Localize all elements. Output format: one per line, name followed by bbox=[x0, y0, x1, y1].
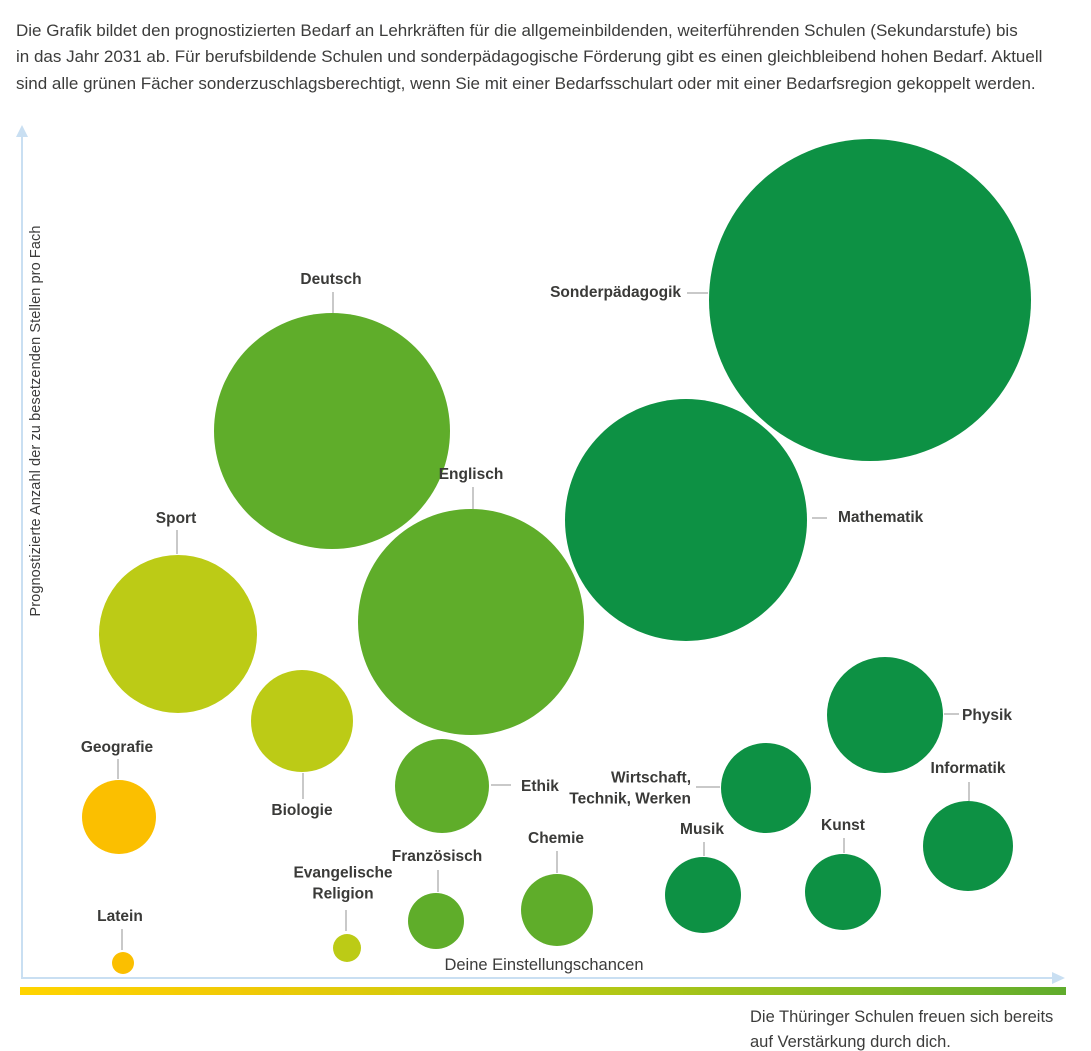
bubble-englisch bbox=[358, 509, 584, 735]
bubble-label-franzoesisch: Französisch bbox=[391, 847, 483, 865]
bubble-kunst bbox=[805, 854, 881, 930]
bubble-latein bbox=[112, 952, 134, 974]
bubble-sport bbox=[99, 555, 257, 713]
label-connector-englisch bbox=[472, 487, 474, 509]
x-axis-gradient-bar bbox=[20, 987, 1066, 995]
bubble-label-wirtschaft-technik-werken: Wirtschaft, Technik, Werken bbox=[569, 769, 691, 808]
bubble-label-musik: Musik bbox=[680, 820, 724, 838]
bubble-physik bbox=[827, 657, 943, 773]
bubble-label-informatik: Informatik bbox=[930, 759, 1006, 777]
label-connector-sport bbox=[176, 530, 178, 554]
bubble-label-biologie: Biologie bbox=[271, 801, 333, 819]
label-connector-ethik bbox=[491, 784, 511, 786]
bubble-label-sport: Sport bbox=[155, 509, 197, 527]
bubble-label-geografie: Geografie bbox=[80, 738, 154, 756]
bubble-informatik bbox=[923, 801, 1013, 891]
bubble-label-latein: Latein bbox=[97, 907, 143, 925]
bubble-label-ethik: Ethik bbox=[521, 777, 559, 795]
bubble-label-chemie: Chemie bbox=[528, 829, 584, 847]
bubble-label-sonderpaedagogik: Sonderpädagogik bbox=[550, 283, 681, 301]
bubble-label-evangelische-religion: Evangelische Religion bbox=[293, 864, 393, 903]
label-connector-physik bbox=[944, 713, 959, 715]
label-connector-mathematik bbox=[812, 517, 827, 519]
bubble-label-kunst: Kunst bbox=[821, 816, 865, 834]
intro-text-line-3: sind alle grünen Fächer sonderzuschlagsb… bbox=[16, 74, 1036, 93]
bubble-mathematik bbox=[565, 399, 807, 641]
label-connector-chemie bbox=[556, 851, 558, 873]
label-connector-musik bbox=[703, 842, 705, 856]
label-connector-evangelische-religion bbox=[345, 910, 347, 931]
bubble-wirtschaft-technik-werken bbox=[721, 743, 811, 833]
x-axis-line bbox=[21, 977, 1053, 979]
y-axis-label: Prognostizierte Anzahl der zu besetzende… bbox=[28, 225, 44, 617]
bubble-biologie bbox=[251, 670, 353, 772]
y-axis-arrow-icon bbox=[16, 125, 28, 137]
bubble-musik bbox=[665, 857, 741, 933]
footnote-line-2: auf Verstärkung durch dich. bbox=[750, 1033, 951, 1051]
bubble-geografie bbox=[82, 780, 156, 854]
footnote: Die Thüringer Schulen freuen sich bereit… bbox=[750, 1005, 1053, 1051]
bubble-label-deutsch: Deutsch bbox=[300, 270, 362, 288]
label-connector-wirtschaft-technik-werken bbox=[696, 786, 720, 788]
label-connector-sonderpaedagogik bbox=[687, 292, 708, 294]
bubble-evangelische-religion bbox=[333, 934, 361, 962]
bubble-sonderpaedagogik bbox=[709, 139, 1031, 461]
bubble-label-englisch: Englisch bbox=[438, 465, 504, 483]
label-connector-informatik bbox=[968, 782, 970, 801]
x-axis-arrow-icon bbox=[1052, 972, 1065, 984]
label-connector-deutsch bbox=[332, 292, 334, 313]
x-axis-label: Deine Einstellungschancen bbox=[444, 956, 644, 974]
bubble-deutsch bbox=[214, 313, 450, 549]
intro-text-line-1: Die Grafik bildet den prognostizierten B… bbox=[16, 21, 1018, 40]
bubble-label-physik: Physik bbox=[962, 706, 1012, 724]
label-connector-kunst bbox=[843, 838, 845, 853]
intro-text-line-2: in das Jahr 2031 ab. Für berufsbildende … bbox=[16, 47, 1043, 66]
y-axis-line bbox=[21, 137, 23, 978]
bubble-franzoesisch bbox=[408, 893, 464, 949]
label-connector-geografie bbox=[117, 759, 119, 779]
bubble-label-mathematik: Mathematik bbox=[838, 508, 924, 526]
bubble-chemie bbox=[521, 874, 593, 946]
footnote-line-1: Die Thüringer Schulen freuen sich bereit… bbox=[750, 1008, 1054, 1026]
label-connector-franzoesisch bbox=[437, 870, 439, 892]
label-connector-latein bbox=[121, 929, 123, 950]
bubble-ethik bbox=[395, 739, 489, 833]
label-connector-biologie bbox=[302, 773, 304, 799]
